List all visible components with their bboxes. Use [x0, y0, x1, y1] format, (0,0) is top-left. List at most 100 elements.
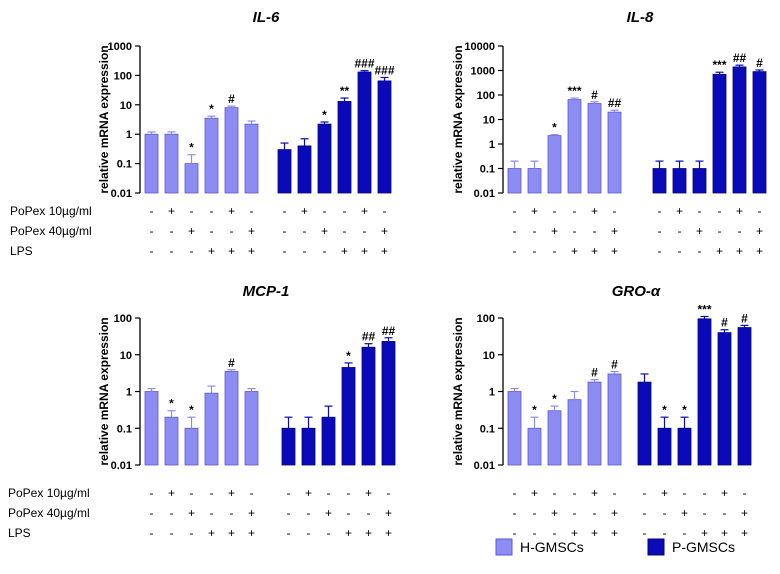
significance-mark: * [532, 403, 537, 417]
y-tick-label: 1 [126, 129, 132, 141]
condition-mark: - [678, 244, 682, 258]
condition-mark: + [741, 526, 748, 540]
y-tick-label: 0.01 [474, 188, 495, 200]
bar [652, 168, 667, 194]
condition-mark: - [703, 486, 707, 500]
bar [341, 367, 356, 466]
bar [204, 392, 219, 466]
bar [301, 427, 316, 466]
legend-item: P-GMSCs [647, 538, 735, 556]
condition-mark: - [658, 224, 662, 238]
chart-panel: IL-8 relative mRNA expression 0.01 0.1 1 10 10… [451, 9, 767, 258]
condition-mark: - [533, 224, 537, 238]
condition-mark: - [307, 526, 311, 540]
condition-mark: + [341, 244, 348, 258]
condition-mark: - [573, 224, 577, 238]
condition-mark: - [387, 486, 391, 500]
y-tick-label: 0.1 [480, 164, 495, 176]
y-tick-label: 0.1 [117, 423, 132, 435]
condition-mark: + [551, 506, 558, 520]
significance-mark: *** [567, 84, 581, 98]
y-tick-label: 1 [489, 139, 495, 151]
condition-mark: + [736, 204, 743, 218]
condition-mark: + [571, 526, 578, 540]
condition-mark: - [513, 506, 517, 520]
condition-mark: + [248, 244, 255, 258]
condition-mark: - [743, 486, 747, 500]
y-tick-label: 0.01 [474, 460, 495, 472]
condition-mark: - [150, 486, 154, 500]
condition-mark: + [228, 486, 235, 500]
condition-label: PoPex 10µg/ml [10, 204, 92, 218]
significance-mark: ## [362, 330, 376, 344]
condition-mark: + [168, 486, 175, 500]
condition-mark: - [683, 486, 687, 500]
condition-mark: - [573, 486, 577, 500]
condition-mark: - [250, 204, 254, 218]
condition-mark: - [363, 224, 367, 238]
bar [752, 71, 767, 194]
condition-mark: + [345, 526, 352, 540]
chart-title: IL-8 [627, 9, 654, 26]
y-tick-label: 1000 [108, 41, 132, 53]
condition-mark: + [385, 506, 392, 520]
condition-mark: - [150, 224, 154, 238]
condition-mark: + [741, 506, 748, 520]
bar [527, 168, 542, 194]
condition-mark: - [718, 224, 722, 238]
y-tick-label: 10 [483, 115, 495, 127]
condition-label: PoPex 40µg/ml [10, 224, 92, 238]
condition-mark: - [513, 204, 517, 218]
condition-mark: - [170, 526, 174, 540]
y-axis-label: relative mRNA expression [97, 45, 111, 193]
condition-mark: - [703, 506, 707, 520]
y-tick-label: 100 [114, 70, 132, 82]
y-tick-label: 1 [489, 387, 495, 399]
bar [224, 371, 239, 466]
condition-mark: - [658, 204, 662, 218]
significance-mark: # [756, 56, 763, 70]
bar [527, 427, 542, 466]
bar [297, 145, 312, 194]
legend: H-GMSCs P-GMSCs [495, 538, 735, 556]
significance-mark: ### [374, 63, 394, 77]
legend-label: P-GMSCs [672, 539, 735, 555]
significance-mark: ### [354, 57, 374, 71]
condition-mark: + [551, 224, 558, 238]
condition-mark: + [676, 204, 683, 218]
condition-mark: - [190, 244, 194, 258]
bar [381, 341, 396, 466]
bar [567, 399, 582, 466]
y-tick-label: 10 [483, 350, 495, 362]
significance-mark: # [591, 366, 598, 380]
significance-mark: # [721, 316, 728, 330]
condition-mark: - [678, 224, 682, 238]
condition-mark: + [208, 526, 215, 540]
y-tick-label: 100 [477, 90, 495, 102]
legend-swatch [647, 538, 665, 556]
condition-mark: + [248, 506, 255, 520]
condition-mark: - [658, 244, 662, 258]
condition-mark: + [248, 526, 255, 540]
bar [337, 101, 352, 194]
condition-mark: - [343, 224, 347, 238]
condition-mark: + [381, 244, 388, 258]
condition-label: LPS [8, 526, 31, 540]
y-axis-label: relative mRNA expression [451, 317, 465, 465]
y-tick-label: 10000 [464, 41, 495, 53]
y-axis-label: relative mRNA expression [97, 317, 111, 465]
bar [164, 133, 179, 194]
bar [637, 381, 652, 466]
condition-mark: + [208, 244, 215, 258]
condition-mark: - [513, 244, 517, 258]
significance-mark: # [228, 356, 235, 370]
condition-mark: + [248, 224, 255, 238]
condition-mark: + [365, 526, 372, 540]
condition-mark: - [383, 204, 387, 218]
bar [357, 71, 372, 194]
significance-mark: ## [608, 96, 622, 110]
condition-mark: + [611, 506, 618, 520]
condition-mark: + [591, 486, 598, 500]
